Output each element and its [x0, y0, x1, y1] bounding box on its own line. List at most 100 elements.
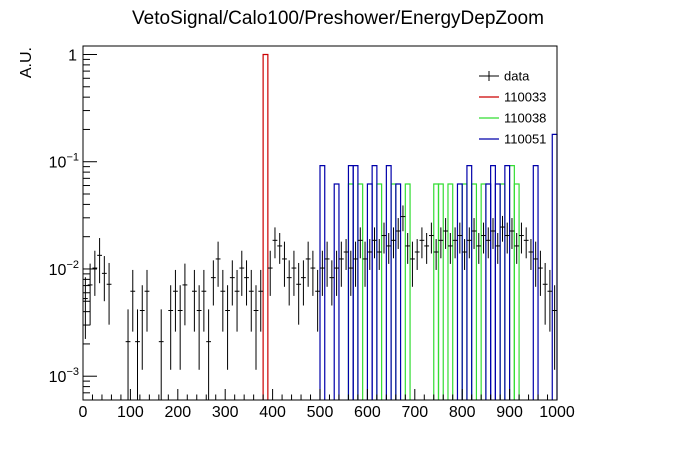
data-point-35	[286, 260, 292, 306]
chart-title: VetoSignal/Calo100/Preshower/EnergyDepZo…	[132, 8, 544, 29]
data-point-7	[130, 269, 136, 332]
series-s110038-bin-8	[461, 183, 468, 400]
data-point-17	[196, 285, 202, 370]
data-point-73	[466, 227, 472, 259]
data-point-60	[405, 232, 411, 264]
series-s110033-bin-0	[262, 53, 269, 400]
data-point-75	[476, 232, 482, 264]
data-point-45	[334, 250, 339, 296]
x-tick-label: 800	[449, 404, 476, 421]
data-point-84	[519, 222, 524, 254]
legend-label-s110051: 110051	[504, 132, 546, 147]
data-point-20	[210, 260, 216, 306]
data-point-3	[97, 238, 102, 284]
data-point-23	[225, 285, 230, 370]
series-s110051-bin-14	[532, 165, 539, 400]
data-point-10	[144, 269, 150, 332]
series-s110051-bin-5	[371, 165, 378, 400]
series-s110051-bin-6	[385, 165, 392, 400]
series-s110038-bin-5	[433, 183, 440, 400]
data-point-77	[485, 227, 491, 259]
x-tick-label: 300	[212, 404, 239, 421]
data-point-66	[433, 239, 439, 270]
data-point-85	[523, 227, 529, 259]
data-point-19	[206, 309, 212, 400]
data-point-24	[229, 260, 235, 306]
y-tick-label: 10−3	[49, 366, 79, 386]
data-point-5	[106, 262, 112, 325]
legend-item-s110033: 110033	[479, 90, 546, 105]
y-tick-base: 10	[49, 155, 67, 172]
data-point-43	[324, 241, 330, 287]
data-point-21	[215, 241, 221, 287]
series-s110051-bin-7	[395, 183, 402, 400]
data-point-56	[386, 232, 392, 264]
series-s110033	[262, 53, 269, 400]
series-s110038-bin-2	[376, 183, 383, 400]
data-point-59	[400, 205, 406, 232]
series-s110051-bin-4	[366, 183, 373, 400]
data-point-22	[220, 269, 226, 332]
data-point-25	[234, 269, 240, 332]
series-s110038-bin-10	[480, 183, 487, 400]
data-point-64	[424, 232, 430, 264]
data-point-1	[87, 263, 93, 326]
y-tick-exponent: −1	[66, 152, 79, 164]
data-point-32	[272, 227, 278, 259]
data-point-6	[125, 309, 131, 400]
series-s110038-bin-7	[447, 183, 454, 400]
data-point-87	[533, 241, 539, 287]
data-point-90	[547, 269, 553, 332]
data-point-51	[362, 241, 368, 287]
data-point-78	[490, 218, 496, 249]
data-point-40	[310, 250, 316, 296]
y-tick-exponent: −3	[66, 366, 79, 378]
data-point-9	[139, 285, 145, 370]
data-point-31	[267, 250, 273, 296]
series-s110038-bin-3	[390, 183, 397, 400]
x-tick-label: 200	[164, 404, 191, 421]
data-point-53	[372, 227, 377, 259]
data-point-49	[353, 241, 358, 287]
legend: data 110033 110038 110051	[479, 69, 546, 147]
legend-item-s110038: 110038	[479, 111, 546, 126]
y-tick-exponent: −2	[66, 259, 79, 271]
series-s110051-bin-9	[466, 165, 473, 400]
x-tick-label: 500	[307, 404, 334, 421]
x-tick-label: 400	[259, 404, 286, 421]
series-s110051-bin-10	[485, 183, 492, 400]
data-point-44	[329, 260, 335, 306]
data-point-15	[182, 263, 188, 326]
y-axis: 10−310−210−11	[49, 47, 97, 401]
y-tick-base: 10	[49, 262, 67, 279]
data-point-79	[495, 232, 501, 264]
y-tick-label: 10−1	[49, 152, 79, 172]
x-tick-label: 600	[354, 404, 381, 421]
series-s110038-bin-9	[471, 183, 478, 400]
data-point-41	[315, 269, 321, 332]
data-point-89	[542, 262, 548, 325]
data-point-69	[447, 232, 453, 264]
data-point-76	[481, 222, 486, 254]
data-point-4	[101, 256, 107, 302]
data-point-12	[168, 285, 174, 370]
legend-item-s110051: 110051	[479, 132, 546, 147]
data-point-63	[419, 227, 425, 259]
series-s110038	[347, 165, 520, 400]
series-group	[262, 53, 558, 400]
legend-label-s110033: 110033	[504, 90, 546, 105]
data-point-0	[82, 277, 88, 339]
data-point-50	[357, 227, 363, 259]
data-point-27	[244, 260, 249, 306]
x-tick-label: 700	[401, 404, 428, 421]
x-tick-label: 0	[79, 404, 88, 421]
y-tick-base: 10	[49, 369, 67, 386]
series-s110038-bin-1	[357, 183, 364, 400]
data-point-52	[367, 239, 373, 270]
data-point-47	[343, 239, 349, 270]
data-point-70	[452, 227, 458, 259]
data-point-28	[248, 269, 254, 332]
data-point-68	[443, 218, 449, 249]
data-point-33	[277, 232, 283, 264]
legend-item-data: data	[479, 69, 530, 84]
